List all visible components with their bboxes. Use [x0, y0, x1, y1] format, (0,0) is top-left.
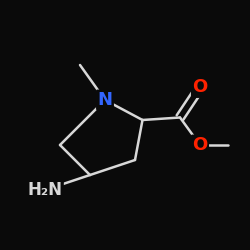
Text: H₂N: H₂N	[28, 181, 62, 199]
Text: O: O	[192, 78, 208, 96]
Text: O: O	[192, 136, 208, 154]
Text: N: N	[98, 91, 112, 109]
